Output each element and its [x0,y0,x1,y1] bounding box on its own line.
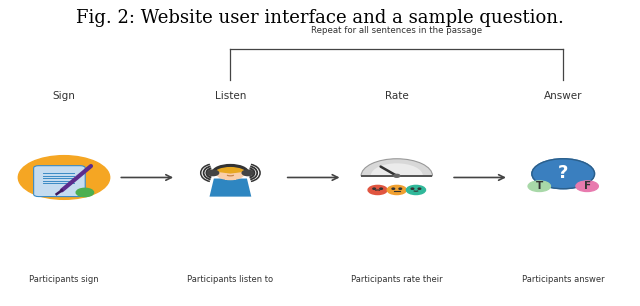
Circle shape [528,181,550,192]
Text: Repeat for all sentences in the passage: Repeat for all sentences in the passage [311,26,483,35]
Circle shape [207,170,219,176]
Circle shape [399,188,401,189]
Circle shape [368,185,387,195]
Circle shape [380,188,383,189]
Circle shape [392,188,395,189]
Circle shape [216,166,244,180]
Text: Listen: Listen [214,91,246,101]
Circle shape [532,159,595,189]
Circle shape [418,188,420,189]
Text: Fig. 2: Website user interface and a sample question.: Fig. 2: Website user interface and a sam… [76,9,564,27]
Text: Answer: Answer [544,91,582,101]
Text: F: F [584,181,591,191]
Circle shape [411,188,414,189]
Text: Participants listen to: Participants listen to [188,275,273,284]
Circle shape [387,185,406,195]
Text: ?: ? [558,164,568,182]
Wedge shape [217,166,244,173]
Circle shape [576,181,598,192]
Circle shape [76,188,93,197]
Circle shape [19,156,109,199]
Wedge shape [371,163,423,176]
Text: Participants answer: Participants answer [522,275,605,284]
Text: Participants rate their: Participants rate their [351,275,443,284]
FancyBboxPatch shape [361,175,433,177]
Polygon shape [209,178,252,197]
Circle shape [242,170,253,176]
Text: Participants sign: Participants sign [29,275,99,284]
Wedge shape [361,159,433,176]
Circle shape [373,188,376,189]
FancyBboxPatch shape [34,166,85,196]
Text: Rate: Rate [385,91,409,101]
Text: Sign: Sign [52,91,76,101]
Circle shape [406,185,426,195]
FancyBboxPatch shape [225,177,236,180]
Text: T: T [536,181,543,191]
Circle shape [394,174,400,177]
